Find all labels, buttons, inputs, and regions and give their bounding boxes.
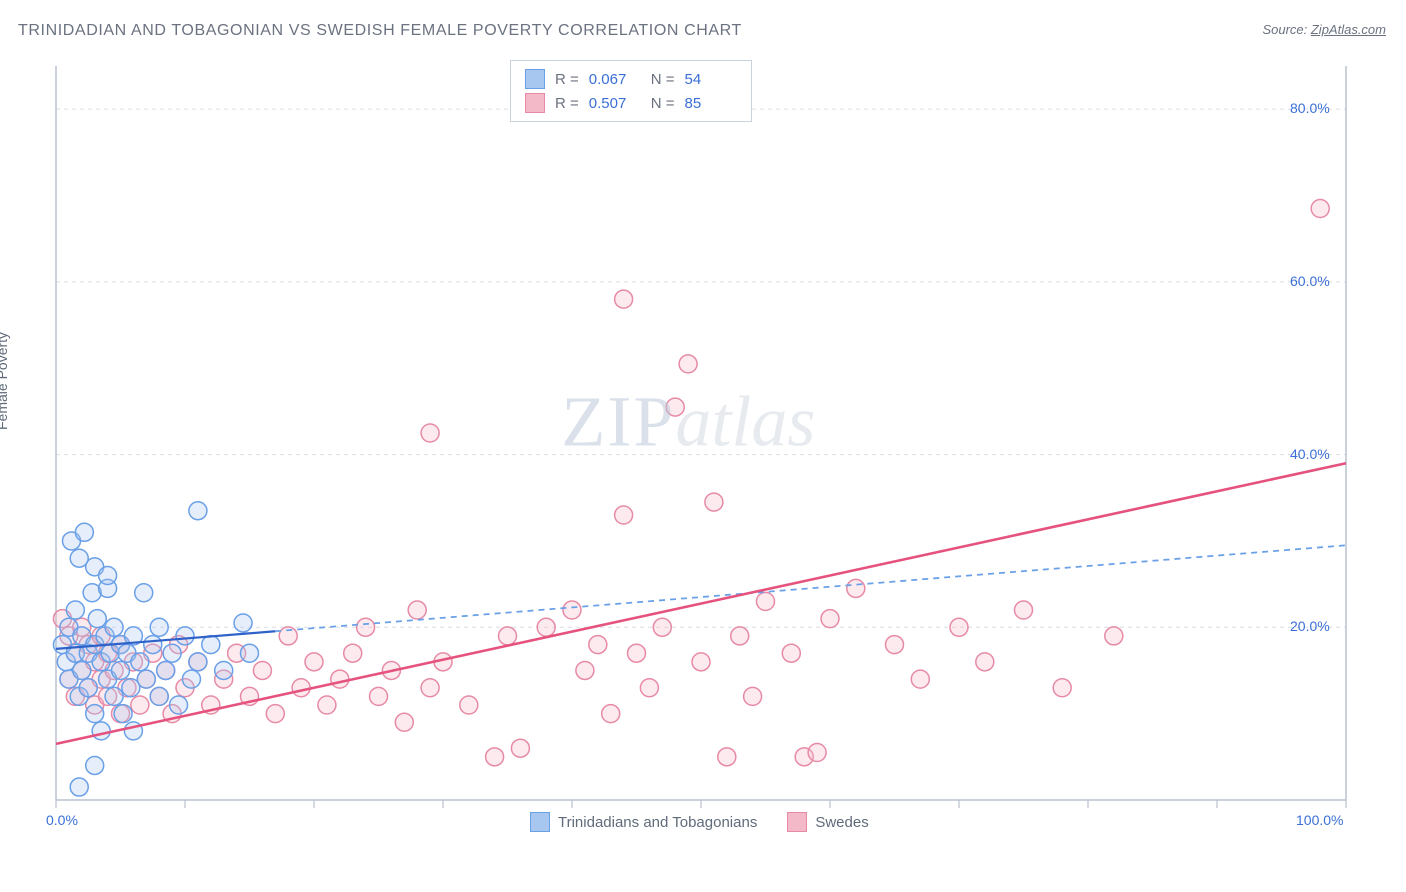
r-value-trinidad: 0.067 — [589, 71, 641, 88]
stats-row-swedes: R = 0.507 N = 85 — [525, 91, 737, 115]
n-value-swedes: 85 — [685, 95, 737, 112]
swatch-trinidad-b — [530, 812, 550, 832]
swatch-swedes — [525, 93, 545, 113]
chart-svg — [50, 60, 1380, 830]
y-tick-label: 60.0% — [1290, 273, 1330, 289]
series-legend: Trinidadians and Tobagonians Swedes — [530, 812, 869, 832]
x-tick-label: 0.0% — [46, 812, 78, 828]
source-prefix: Source: — [1262, 22, 1310, 37]
swatch-trinidad — [525, 69, 545, 89]
y-tick-label: 20.0% — [1290, 618, 1330, 634]
stats-row-trinidad: R = 0.067 N = 54 — [525, 67, 737, 91]
source-link[interactable]: ZipAtlas.com — [1311, 22, 1386, 37]
legend-item-swedes: Swedes — [787, 812, 868, 832]
chart-title: TRINIDADIAN AND TOBAGONIAN VS SWEDISH FE… — [18, 22, 742, 40]
scatter-plot: ZIPatlas R = 0.067 N = 54 R = 0.507 N = … — [50, 60, 1380, 830]
stats-legend: R = 0.067 N = 54 R = 0.507 N = 85 — [510, 60, 752, 122]
n-value-trinidad: 54 — [685, 71, 737, 88]
y-axis-label: Female Poverty — [0, 332, 10, 430]
n-label: N = — [651, 95, 675, 112]
n-label: N = — [651, 71, 675, 88]
r-label: R = — [555, 95, 579, 112]
y-tick-label: 40.0% — [1290, 446, 1330, 462]
x-tick-label: 100.0% — [1296, 812, 1343, 828]
legend-label-trinidad: Trinidadians and Tobagonians — [558, 814, 757, 831]
y-tick-label: 80.0% — [1290, 100, 1330, 116]
swatch-swedes-b — [787, 812, 807, 832]
legend-label-swedes: Swedes — [815, 814, 868, 831]
r-value-swedes: 0.507 — [589, 95, 641, 112]
legend-item-trinidad: Trinidadians and Tobagonians — [530, 812, 757, 832]
source-attribution: Source: ZipAtlas.com — [1262, 22, 1386, 37]
r-label: R = — [555, 71, 579, 88]
